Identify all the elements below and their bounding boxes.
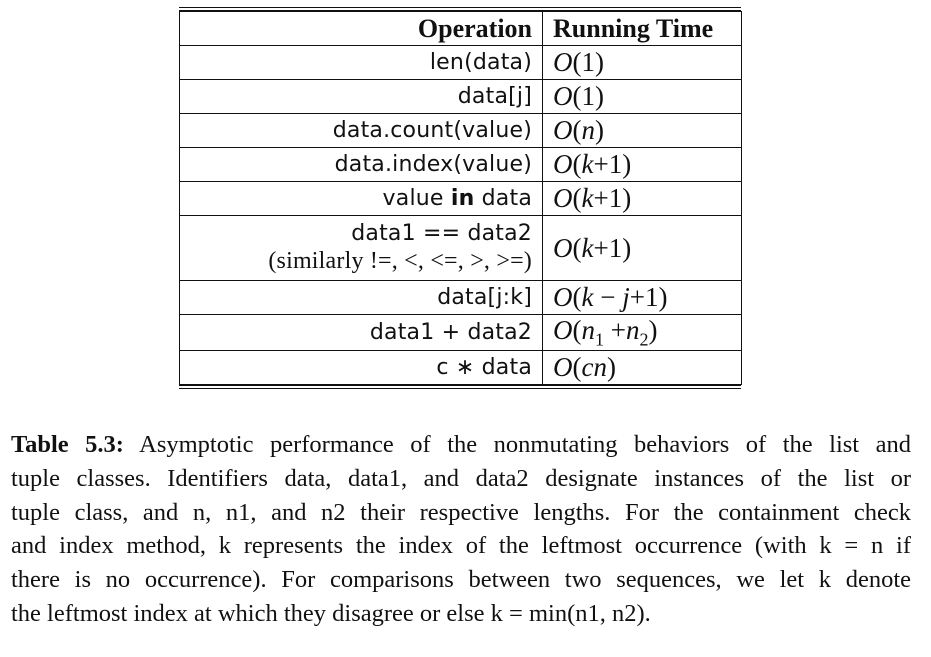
caption-line: tuple class, and n, n1, and n2 their res…: [11, 498, 911, 526]
header-operation: Operation: [179, 11, 543, 46]
operation-cell: len(data): [179, 45, 543, 80]
caption-line: there is no occurrence). For comparisons…: [11, 566, 911, 594]
operation-text-post: data: [474, 186, 532, 211]
operation-cell: data.count(value): [179, 113, 543, 148]
table-row: value in data O(k+1): [179, 181, 742, 216]
table-row: data[j:k] O(k − j+1): [179, 280, 742, 315]
table-row: len(data) O(1): [179, 45, 742, 80]
operation-cell: data.index(value): [179, 147, 543, 182]
operation-note: (similarly !=, <, <=, >, >=): [268, 248, 532, 274]
operation-text: data1 == data2: [351, 221, 532, 246]
caption-label: Table 5.3:: [11, 431, 124, 458]
table-row: data1 == data2 (similarly !=, <, <=, >, …: [179, 215, 742, 281]
bottom-double-rule: [179, 385, 741, 390]
top-double-rule: [179, 7, 741, 11]
operation-keyword: in: [450, 186, 475, 211]
running-time-cell: O(k − j+1): [542, 280, 742, 315]
operation-cell: data1 == data2 (similarly !=, <, <=, >, …: [179, 215, 543, 281]
running-time-cell: O(1): [542, 79, 742, 114]
operation-cell: data1 + data2: [179, 313, 543, 352]
table-row: data1 + data2 O(n1 +n2): [179, 313, 742, 352]
table-row: c ∗ data O(cn): [179, 350, 742, 386]
running-time-cell: O(n): [542, 113, 742, 148]
caption-line: Table 5.3: Asymptotic performance of the…: [11, 428, 911, 462]
caption-line: tuple classes. Identifiers data, data1, …: [11, 464, 911, 492]
running-time-cell: O(k+1): [542, 147, 742, 182]
running-time-cell: O(k+1): [542, 215, 742, 281]
operation-text-pre: value: [382, 186, 451, 211]
operation-cell: data[j]: [179, 79, 543, 114]
complexity-table: Operation Running Time len(data) O(1) da…: [179, 11, 742, 386]
caption-line: and index method, k represents the index…: [11, 532, 911, 560]
caption-line-text: Asymptotic performance of the nonmutatin…: [139, 431, 911, 458]
table-header-row: Operation Running Time: [179, 11, 742, 46]
caption-line: the leftmost index at which they disagre…: [11, 599, 651, 627]
running-time-cell: O(cn): [542, 350, 742, 386]
table-row: data.index(value) O(k+1): [179, 147, 742, 182]
running-time-cell: O(1): [542, 45, 742, 80]
running-time-cell: O(n1 +n2): [542, 313, 742, 352]
complexity-table-wrapper: Operation Running Time len(data) O(1) da…: [179, 7, 742, 390]
operation-cell: data[j:k]: [179, 280, 543, 315]
operation-cell: c ∗ data: [179, 350, 543, 386]
table-row: data[j] O(1): [179, 79, 742, 114]
running-time-cell: O(k+1): [542, 181, 742, 216]
table-caption: Table 5.3: Asymptotic performance of the…: [11, 428, 911, 631]
table-row: data.count(value) O(n): [179, 113, 742, 148]
header-running-time: Running Time: [542, 11, 742, 46]
operation-cell: value in data: [179, 181, 543, 216]
